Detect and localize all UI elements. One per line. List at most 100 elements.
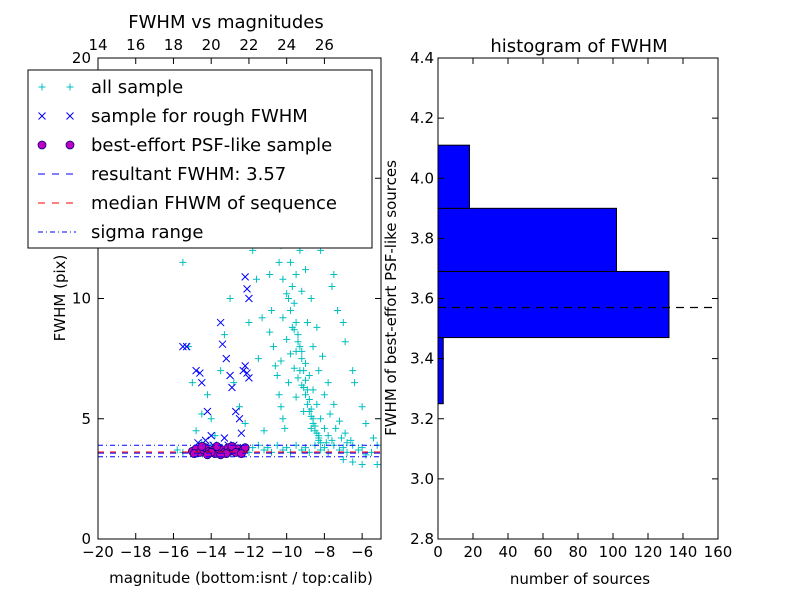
legend: all sample sample for rough FWHM best-effo… [27, 69, 373, 249]
all-sample-point [298, 287, 306, 295]
all-sample-point [358, 403, 366, 411]
all-sample-point [369, 434, 377, 442]
all-sample-point [285, 295, 293, 302]
all-sample-point [249, 444, 257, 452]
rough-sample-point [218, 340, 227, 349]
legend-label: sample for rough FWHM [91, 106, 308, 127]
fwhm-histogram-chart: 0 20 40 60 80 100 120 140 160 2.8 3.0 3.2 3.4 3.6 3.8 4… [382, 36, 732, 588]
all-sample-point [302, 376, 310, 384]
all-sample-point [283, 335, 291, 343]
top-tick-label: 24 [277, 36, 296, 54]
legend-label: median FHWM of sequence [91, 193, 337, 214]
all-sample-point [351, 379, 359, 387]
all-sample-point [332, 424, 340, 432]
all-sample-point [198, 410, 206, 418]
rough-sample-point [179, 342, 187, 351]
all-sample-point [320, 444, 328, 452]
all-sample-point [294, 331, 302, 339]
all-sample-point [292, 393, 300, 401]
all-sample-point [302, 266, 310, 274]
all-sample-point [290, 326, 298, 334]
all-sample-point [349, 458, 357, 466]
x-tick-label: −18 [120, 543, 152, 561]
x-tick-label: −16 [158, 543, 190, 561]
all-sample-point [324, 432, 332, 440]
legend-x-icon [66, 112, 74, 120]
histogram-bar [437, 270, 670, 339]
rough-sample-point [231, 407, 240, 416]
all-sample-point [294, 338, 302, 346]
legend-plus-icon [38, 83, 46, 91]
all-sample-point [326, 410, 334, 418]
all-sample-point [277, 403, 285, 411]
all-sample-point [260, 446, 268, 454]
histogram-bars [437, 144, 670, 405]
all-sample-point [317, 446, 325, 454]
all-sample-point [349, 367, 357, 375]
x-tick-label: 140 [669, 543, 698, 561]
all-sample-point [273, 371, 281, 379]
all-sample-point [236, 403, 243, 411]
all-sample-point [330, 270, 338, 278]
all-sample-point [298, 446, 306, 454]
all-sample-point [315, 367, 323, 375]
left-chart-title: FWHM vs magnitudes [128, 12, 323, 33]
all-sample-point [303, 319, 311, 327]
all-sample-point [294, 374, 302, 382]
all-sample-point [343, 439, 351, 447]
rough-sample-point [216, 318, 225, 327]
all-sample-point [292, 270, 300, 278]
legend-label: sigma range [91, 222, 203, 243]
all-sample-point [241, 420, 249, 428]
y-tick-label: 2.8 [410, 530, 434, 548]
all-sample-point [309, 386, 317, 394]
all-sample-point [296, 367, 304, 375]
y-tick-label: 3.6 [410, 290, 434, 308]
all-sample-point [313, 323, 321, 331]
all-sample-point [217, 367, 225, 375]
histogram-bar [437, 144, 470, 209]
legend-box [27, 69, 373, 249]
all-sample-point [290, 364, 298, 372]
all-sample-point [252, 275, 260, 283]
top-tick-label: 14 [88, 36, 107, 54]
rough-sample-point [226, 371, 234, 380]
all-sample-point [266, 328, 274, 336]
all-sample-point [275, 391, 283, 399]
x-tick-label: −6 [351, 543, 373, 561]
all-sample-point [330, 441, 338, 449]
all-sample-point [362, 420, 370, 428]
legend-item: median FHWM of sequence [38, 193, 337, 214]
legend-x-icon [38, 112, 46, 120]
right-y-axis-label: FWHM of best-effort PSF-like sources [382, 160, 400, 436]
all-sample-point [220, 331, 228, 339]
all-sample-point [298, 355, 306, 363]
all-sample-point [343, 448, 351, 456]
all-sample-point [307, 412, 315, 420]
x-tick-label: −10 [271, 543, 303, 561]
all-sample-point [275, 258, 283, 266]
x-tick-label: −12 [233, 543, 265, 561]
y-tick-label: 4.2 [410, 109, 434, 127]
legend-item: sample for rough FWHM [38, 106, 308, 127]
rough-sample-point [241, 273, 250, 281]
all-sample-point [339, 444, 347, 452]
rough-sample-point [220, 434, 229, 442]
y-tick-label: 0 [81, 530, 91, 548]
all-sample-point [269, 343, 277, 351]
all-sample-point [258, 314, 266, 322]
rough-sample-point [197, 378, 206, 387]
all-sample-point [309, 420, 317, 428]
all-sample-point [358, 460, 366, 468]
all-sample-point [307, 424, 315, 432]
legend-circle-icon [37, 140, 47, 150]
x-tick-label: 160 [704, 543, 733, 561]
x-tick-label: 120 [634, 543, 663, 561]
all-sample-point [279, 415, 287, 423]
right-ticks: 0 20 40 60 80 100 120 140 160 2.8 3.0 3.2 3.4 3.6 3.8 4… [410, 49, 732, 561]
legend-item: resultant FWHM: 3.57 [38, 164, 286, 185]
all-sample-point [296, 343, 304, 351]
all-sample-point [283, 290, 291, 298]
all-sample-point [324, 379, 332, 387]
rough-sample-point [243, 285, 251, 293]
